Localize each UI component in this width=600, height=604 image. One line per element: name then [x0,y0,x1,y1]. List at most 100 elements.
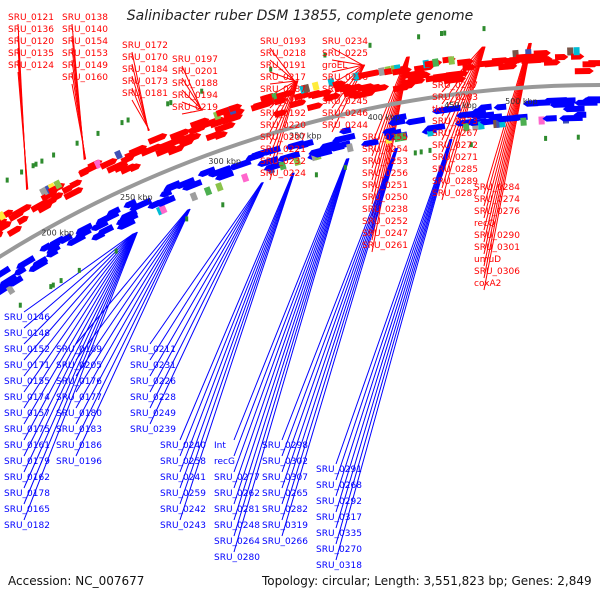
gene-label: groEL [322,61,347,71]
feature-block [346,143,354,153]
gene-label: SRU_0247 [362,229,408,239]
gene-label: SRU_0182 [4,521,50,531]
feature-block [215,182,224,192]
label-leader-line [75,208,190,425]
orf-mark [428,147,432,153]
forward-gene-arrow [445,70,469,79]
gene-label: SRU_0232 [260,157,306,167]
gene-label: umuD [474,255,501,265]
forward-gene-labels: SRU_0121 SRU_0136 SRU_0120 SRU_0135 SRU_0124… [8,13,520,289]
label-leader-line [23,232,136,425]
reverse-gene-arrow [257,155,280,167]
label-leader-line [269,80,298,133]
gene-label: SRU_0285 [432,165,478,175]
reverse-gene-arrow [312,147,333,158]
gene-label: SRU_0280 [214,553,260,563]
label-leader-line [281,147,398,505]
orf-mark [440,31,443,36]
gene-label: SRU_0175 [4,425,50,435]
label-leader-line [483,42,530,207]
kbp-tick-label: 400 kbp [368,113,401,122]
forward-gene-arrow [10,204,32,219]
gene-label: SRU_0224 [260,169,306,179]
orf-mark [120,120,124,126]
orf-mark [544,135,548,141]
gene-label: SRU_0155 [4,377,50,387]
gene-label: SRU_0160 [62,73,108,83]
reverse-gene-arrow [338,126,352,135]
forward-gene-arrow [462,64,477,72]
gene-label: SRU_0281 [214,505,260,515]
label-leader-line [75,208,191,441]
gene-label: SRU_0162 [4,473,50,483]
gene-label: SRU_0259 [160,489,206,499]
reverse-gene-arrow [404,116,426,126]
gene-label: SRU_0121 [8,13,54,23]
label-leader-line [233,158,349,505]
forward-gene-arrow [228,103,243,113]
gene-label: SRU_0270 [316,545,362,555]
forward-gene-arrow [332,80,346,89]
orf-mark [221,202,225,208]
reverse-gene-arrow [119,208,138,221]
kbp-ticks: 200 kbp 250 kbp 300 kbp 350 kbp 400 kbp 450 k… [41,97,537,238]
label-leader-line [149,181,264,425]
kbp-tick-label: 500 kbp [505,97,538,106]
forward-gene-arrow [221,113,243,125]
gene-label: SRU_0193 [260,37,306,47]
label-leader-line [23,233,135,377]
feature-block [432,58,440,67]
feature-block [311,81,320,91]
label-leader-line [23,232,137,457]
orf-mark [75,140,79,146]
forward-gene-arrow [369,84,390,94]
feature-block [114,149,123,160]
gene-label: SRU_0197 [172,55,218,65]
orf-mark [96,130,100,136]
gene-label: SRU_0317 [316,513,362,523]
forward-gene-arrow [181,132,202,145]
reverse-gene-arrow [424,123,446,132]
orf-mark [417,34,421,40]
gene-label: SRU_0264 [214,537,260,547]
gene-label: SRU_0289 [432,177,478,187]
forward-gene-arrow [392,66,412,76]
gene-label: SRU_0298 [262,441,308,451]
gene-label: SRU_0306 [474,267,520,277]
orf-mark [166,101,170,107]
gene-label: SRU_0120 [8,37,54,47]
forward-gene-arrow [69,179,83,189]
label-leader-line [335,139,452,529]
gene-label: SRU_0124 [8,61,54,71]
gene-label: SRU_0171 [4,361,50,371]
reverse-gene-arrow [391,113,407,122]
label-leader-line [75,209,189,361]
reverse-gene-arrow [573,111,587,118]
label-leader-line [131,87,150,131]
topology-text: Topology: circular; Length: 3,551,823 bp… [262,574,592,588]
forward-gene-arrow [147,133,168,145]
gene-label: SRU_0244 [322,121,368,131]
gene-label: SRU_0255 [362,133,408,143]
reverse-gene-arrow [0,273,18,288]
feature-block [378,67,386,77]
gene-label: SRU_0169 [56,345,102,355]
label-leader-line [371,56,408,169]
gene-label: SRU_0277 [214,473,260,483]
kbp-tick-label: 450 kbp [444,101,477,110]
forward-gene-arrow [128,163,142,173]
label-leader-line [281,148,396,441]
gene-label: SRU_0290 [474,231,520,241]
label-leader-line [335,138,453,545]
gene-label: SRU_0226 [130,377,176,387]
label-leader-line [269,80,299,169]
orf-mark [5,177,9,183]
forward-gene-arrow [128,144,148,157]
orf-mark [114,248,118,254]
gene-label: SRU_0307 [262,473,308,483]
orf-mark [40,158,44,164]
label-leader-line [269,59,296,82]
orf-mark [126,117,130,123]
label-leader-line [181,77,203,111]
gene-label: SRU_0231 [130,361,176,371]
